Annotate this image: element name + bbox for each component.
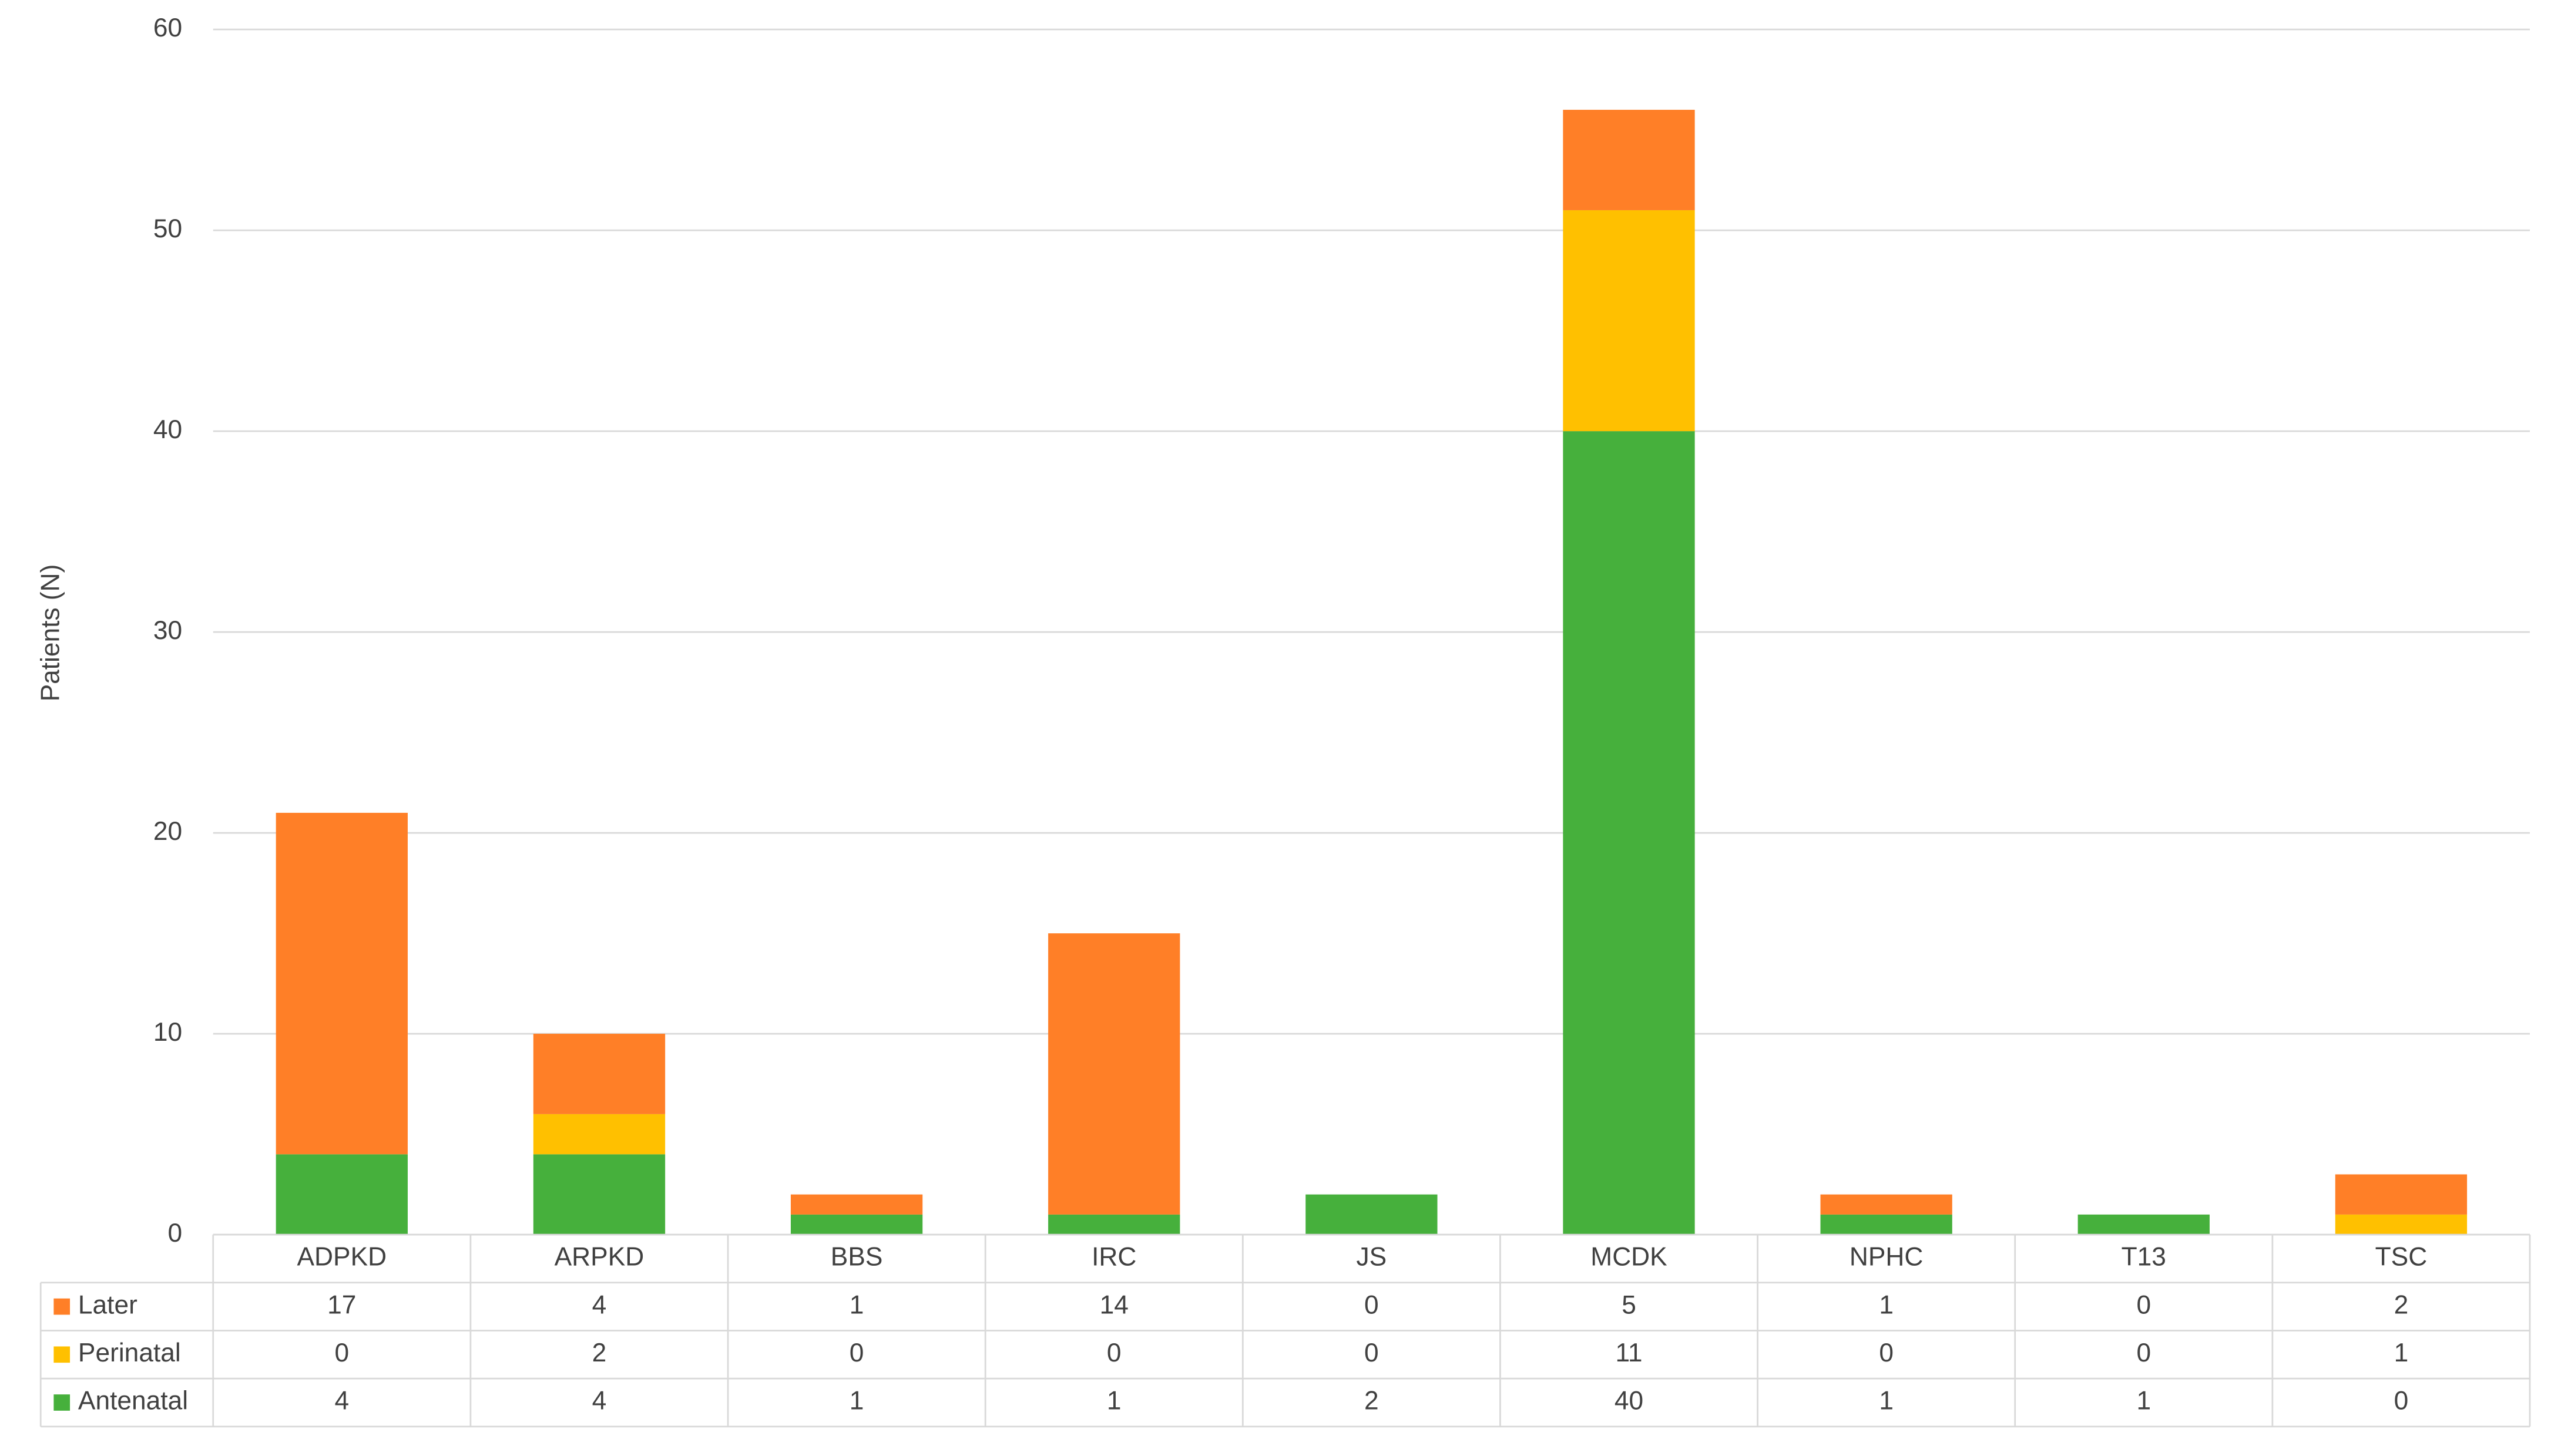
table-value: 0 <box>1879 1339 1894 1367</box>
x-tick-label: MCDK <box>1590 1243 1667 1272</box>
table-value: 2 <box>2394 1290 2409 1319</box>
bar-segment <box>533 1114 666 1155</box>
table-value: 17 <box>327 1290 356 1319</box>
bar-segment <box>1563 431 1695 1235</box>
table-value: 0 <box>335 1339 350 1367</box>
x-tick-label: NPHC <box>1850 1243 1924 1272</box>
table-value: 1 <box>2394 1339 2409 1367</box>
table-value: 0 <box>2136 1290 2151 1319</box>
table-value: 2 <box>592 1339 607 1367</box>
y-tick-label: 40 <box>153 415 182 444</box>
bar-segment <box>276 812 408 1155</box>
x-tick-label: BBS <box>831 1243 883 1272</box>
table-value: 4 <box>335 1387 350 1415</box>
x-tick-label: JS <box>1357 1243 1387 1272</box>
table-value: 0 <box>850 1339 864 1367</box>
legend-swatch <box>53 1298 71 1315</box>
table-value: 4 <box>592 1290 607 1319</box>
bar-segment <box>533 1154 666 1235</box>
table-value: 0 <box>2394 1387 2409 1415</box>
x-tick-label: IRC <box>1092 1243 1136 1272</box>
table-value: 1 <box>1107 1387 1122 1415</box>
bar-segment <box>790 1214 923 1235</box>
x-tick-label: ADPKD <box>297 1243 387 1272</box>
legend-label: Antenatal <box>78 1387 188 1415</box>
legend-label: Perinatal <box>78 1339 181 1367</box>
x-tick-label: ARPKD <box>555 1243 645 1272</box>
table-value: 1 <box>850 1387 864 1415</box>
bar-segment <box>1563 210 1695 432</box>
table-value: 0 <box>1364 1339 1379 1367</box>
bar-segment <box>2335 1214 2468 1235</box>
x-tick-label: TSC <box>2375 1243 2428 1272</box>
bar-segment <box>2335 1174 2468 1215</box>
y-tick-label: 20 <box>153 817 182 846</box>
table-value: 1 <box>1879 1290 1894 1319</box>
y-tick-label: 50 <box>153 214 182 243</box>
bar-segment <box>1563 109 1695 210</box>
bar-segment <box>533 1034 666 1114</box>
table-value: 1 <box>850 1290 864 1319</box>
y-tick-label: 60 <box>153 14 182 42</box>
table-value: 4 <box>592 1387 607 1415</box>
y-tick-label: 0 <box>168 1219 183 1247</box>
table-value: 0 <box>1107 1339 1122 1367</box>
bar-segment <box>1820 1194 1952 1215</box>
table-value: 0 <box>2136 1339 2151 1367</box>
y-axis-label: Patients (N) <box>36 564 65 702</box>
table-value: 2 <box>1364 1387 1379 1415</box>
bar-segment <box>1305 1194 1438 1235</box>
legend-swatch <box>53 1394 71 1411</box>
bar-segment <box>2077 1214 2210 1235</box>
table-value: 11 <box>1616 1339 1643 1367</box>
bar-segment <box>276 1154 408 1235</box>
x-tick-label: T13 <box>2122 1243 2166 1272</box>
bar-segment <box>1048 933 1180 1215</box>
table-value: 40 <box>1614 1387 1643 1415</box>
legend-swatch <box>53 1346 71 1363</box>
y-tick-label: 10 <box>153 1018 182 1047</box>
y-tick-label: 30 <box>153 616 182 645</box>
table-value: 14 <box>1100 1290 1129 1319</box>
bar-segment <box>790 1194 923 1215</box>
bar-segment <box>1048 1214 1180 1235</box>
table-value: 1 <box>1879 1387 1894 1415</box>
table-value: 1 <box>2136 1387 2151 1415</box>
bar-segment <box>1820 1214 1952 1235</box>
table-value: 0 <box>1364 1290 1379 1319</box>
table-value: 5 <box>1622 1290 1636 1319</box>
legend-label: Later <box>78 1290 137 1319</box>
